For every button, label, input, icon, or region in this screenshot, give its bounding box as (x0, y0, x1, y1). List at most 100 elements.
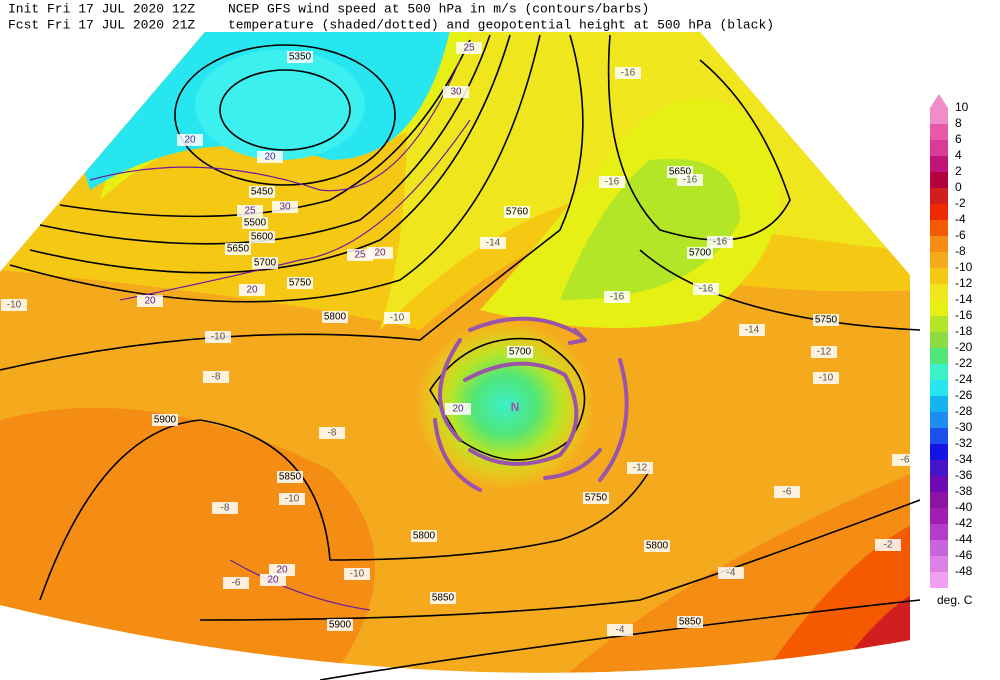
wind-label: 25 (463, 43, 475, 54)
temperature-label: -4 (727, 568, 736, 579)
colorbar-swatch (930, 284, 948, 300)
wind-label: 20 (246, 285, 258, 296)
colorbar-label: -44 (955, 532, 973, 546)
label-box (177, 134, 203, 146)
label-box (272, 201, 298, 213)
height-label: 5750 (815, 315, 838, 326)
temperature-label: -6 (232, 578, 241, 589)
height-label: 5760 (506, 207, 529, 218)
wind-label: 25 (244, 206, 256, 217)
colorbar-swatch (930, 380, 948, 396)
label-box (480, 237, 506, 249)
colorbar-label: -46 (955, 548, 973, 562)
temperature-label: -10 (211, 332, 226, 343)
colorbar-label: 6 (955, 132, 962, 146)
colorbar-swatch (930, 396, 948, 412)
height-label: 5500 (244, 218, 267, 229)
temperature-label: -16 (621, 68, 636, 79)
colorbar-swatch (930, 220, 948, 236)
label-box (327, 619, 353, 631)
colorbar-swatch (930, 348, 948, 364)
label-box (319, 427, 345, 439)
temperature-label: -16 (605, 177, 620, 188)
colorbar-swatch (930, 140, 948, 156)
height-label: 5350 (289, 52, 312, 63)
colorbar-swatch (930, 540, 948, 556)
label-box (811, 346, 837, 358)
colorbar-label: -24 (955, 372, 973, 386)
colorbar-swatch (930, 236, 948, 252)
wind-contours (89, 59, 471, 611)
temperature-label: -8 (328, 428, 337, 439)
temperature-label: -10 (390, 313, 405, 324)
colorbar-swatch (930, 332, 948, 348)
wind-label: 20 (184, 135, 196, 146)
label-box (693, 283, 719, 295)
colorbar-swatch (930, 316, 948, 332)
height-label: 5700 (689, 248, 712, 259)
map-labels: 5350545055005600565057005750580057605650… (1, 42, 918, 636)
colorbar-label: 10 (955, 100, 969, 114)
label-box (249, 186, 275, 198)
label-box (137, 295, 163, 307)
label-box (252, 257, 278, 269)
colorbar-label: -28 (955, 404, 973, 418)
wind-label: 30 (279, 202, 291, 213)
temperature-label: -14 (486, 238, 501, 249)
height-label: 5650 (227, 244, 250, 255)
temperature-label: -14 (745, 325, 760, 336)
temperature-label: -2 (884, 540, 893, 551)
label-box (239, 284, 265, 296)
label-box (443, 86, 469, 98)
height-label: 5850 (279, 472, 302, 483)
height-label: 5850 (432, 593, 455, 604)
temperature-label: -16 (610, 292, 625, 303)
height-contours (0, 34, 921, 680)
forecast-time: Fcst Fri 17 JUL 2020 21Z (8, 17, 195, 32)
temperature-label: -16 (683, 175, 698, 186)
circulation-arrows (433, 316, 629, 492)
label-box (203, 371, 229, 383)
label-box (344, 568, 370, 580)
label-box (627, 462, 653, 474)
temperature-label: -16 (699, 284, 714, 295)
colorbar-swatch (930, 492, 948, 508)
colorbar-swatch (930, 428, 948, 444)
label-box (718, 567, 744, 579)
label-box (277, 471, 303, 483)
height-label: 5650 (669, 167, 692, 178)
colorbar-swatch (930, 172, 948, 188)
label-box (367, 247, 393, 259)
label-box (242, 217, 268, 229)
label-box (504, 206, 530, 218)
label-box (687, 247, 713, 259)
label-box (225, 243, 251, 255)
label-box (599, 176, 625, 188)
label-box (813, 314, 839, 326)
wind-label: 20 (264, 152, 276, 163)
colorbar-swatch (930, 444, 948, 460)
colorbar-label: 4 (955, 148, 962, 162)
label-box (205, 331, 231, 343)
label-box (607, 624, 633, 636)
label-box (152, 414, 178, 426)
label-box (707, 236, 733, 248)
label-box (456, 42, 482, 54)
label-box (279, 493, 305, 505)
label-box (583, 492, 609, 504)
temperature-label: -10 (350, 569, 365, 580)
colorbar-swatch (930, 268, 948, 284)
low-marker: N (511, 400, 520, 414)
colorbar-label: -22 (955, 356, 973, 370)
colorbar-label: -16 (955, 308, 973, 322)
label-box (257, 151, 283, 163)
label-box (411, 530, 437, 542)
height-label: 5900 (329, 620, 352, 631)
label-box (1, 299, 27, 311)
colorbar-swatch (930, 364, 948, 380)
label-box (249, 231, 275, 243)
colorbar-swatch (930, 124, 948, 140)
temperature-label: -12 (633, 463, 648, 474)
label-box (445, 403, 471, 415)
